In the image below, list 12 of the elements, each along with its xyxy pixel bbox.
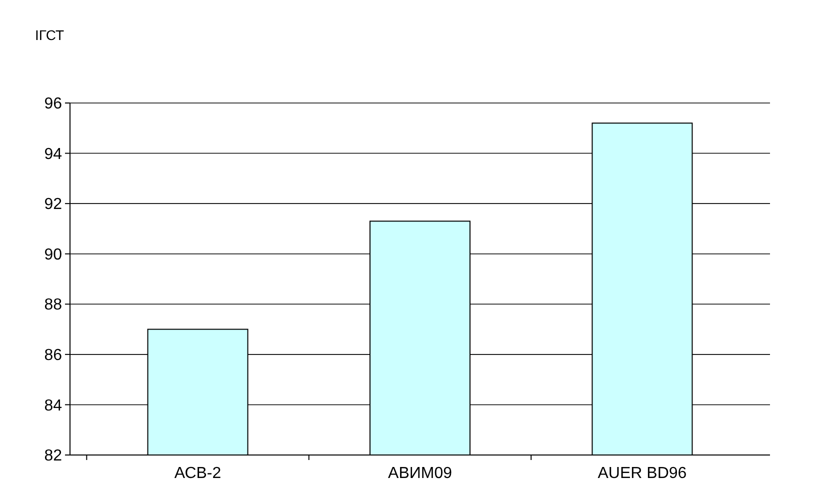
x-tick-label: AUER BD96	[598, 465, 687, 482]
y-tick-label: 86	[44, 347, 62, 364]
x-tick-label: АСВ-2	[174, 465, 222, 482]
x-tick-label: АВИМ09	[388, 465, 452, 482]
y-tick-label: 94	[44, 146, 62, 163]
y-tick-label: 88	[44, 296, 62, 314]
y-tick-label: 84	[44, 397, 62, 414]
y-tick-label: 96	[44, 96, 62, 113]
y-tick-label: 90	[44, 246, 62, 264]
y-axis-title: ІГСТ	[35, 27, 64, 43]
y-tick-label: 92	[44, 196, 62, 214]
y-tick-label: 82	[44, 448, 62, 465]
